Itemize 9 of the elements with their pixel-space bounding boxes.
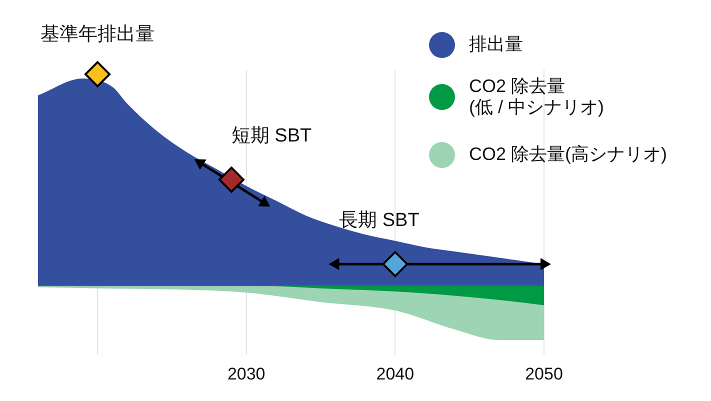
legend-label: CO2 除去量 (低 / 中シナリオ) [469, 76, 604, 117]
legend-label: CO2 除去量(高シナリオ) [469, 144, 667, 164]
x-tick-label: 2040 [376, 364, 414, 384]
legend-label: 排出量 [469, 34, 523, 54]
annotation: 長期 SBT [339, 210, 420, 231]
annotation: 基準年排出量 [40, 24, 155, 45]
annotation: 短期 SBT [231, 125, 312, 146]
x-tick-label: 2030 [227, 364, 266, 384]
x-tick-label: 2050 [525, 364, 563, 384]
